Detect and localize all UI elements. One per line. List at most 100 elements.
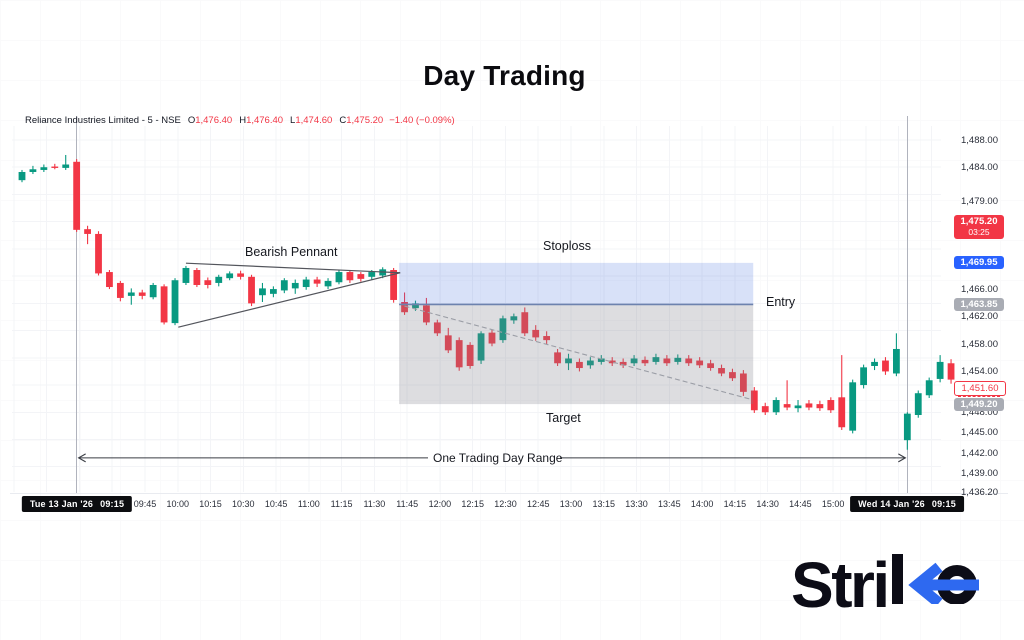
candle-up xyxy=(936,361,944,379)
target-label: Target xyxy=(546,411,581,425)
candle-up xyxy=(280,280,288,291)
candle-down xyxy=(761,406,769,413)
price-badge-value: 1,463.85 xyxy=(960,298,998,310)
candle-down xyxy=(641,359,649,364)
entry-label: Entry xyxy=(766,295,796,309)
candle-up xyxy=(652,357,660,362)
logo-e-crossbar xyxy=(914,579,979,591)
candle-down xyxy=(116,282,124,298)
price-tick-label: 1,484.00 xyxy=(961,161,998,173)
candle-up xyxy=(269,289,277,294)
price-tick-label: 1,479.00 xyxy=(961,195,998,207)
candle-up xyxy=(62,164,70,168)
candle-down xyxy=(827,400,835,411)
candle-up xyxy=(18,171,26,181)
strike-logo-ke-icon xyxy=(891,554,979,604)
low-label: L xyxy=(290,115,296,126)
session-time: 09:15 xyxy=(100,499,125,509)
candle-up xyxy=(586,360,594,366)
time-tick-label: 11:00 xyxy=(297,499,320,509)
price-tick-label: 1,439.00 xyxy=(961,468,998,480)
candle-up xyxy=(149,284,157,298)
time-tick-label: 14:15 xyxy=(723,499,747,509)
candle-up xyxy=(925,380,933,396)
price-badge-red: 1,475.20 03:25 xyxy=(954,215,1004,240)
candle-down xyxy=(696,360,704,366)
page-title: Day Trading xyxy=(423,60,586,91)
trend-dashed-line xyxy=(404,305,752,400)
time-tick-label: 09:45 xyxy=(133,499,157,509)
time-tick-label: 12:30 xyxy=(494,499,517,509)
candle-down xyxy=(947,363,955,380)
candle-up xyxy=(182,267,190,283)
candle-up xyxy=(860,367,868,386)
strike-logo: Stri xyxy=(791,553,987,617)
candle-up xyxy=(794,405,802,409)
candle-down xyxy=(401,302,408,313)
candle-down xyxy=(882,360,889,372)
candle-down xyxy=(554,352,561,364)
time-tick-label: 13:30 xyxy=(625,499,648,509)
candle-up xyxy=(630,358,638,364)
price-tick-label: 1,454.00 xyxy=(961,365,998,377)
target-zone xyxy=(399,304,754,405)
candle-up xyxy=(291,282,299,289)
candle-down xyxy=(423,305,430,323)
time-tick-label: 10:15 xyxy=(199,499,222,509)
pennant-lower-line xyxy=(178,272,401,328)
candle-down xyxy=(95,233,102,274)
candle-down xyxy=(805,403,813,408)
candle-up xyxy=(914,393,922,416)
candle-down xyxy=(444,335,452,351)
candle-down xyxy=(106,272,113,288)
countdown-timer: 03:25 xyxy=(968,227,990,238)
session-time: 09:15 xyxy=(931,499,956,509)
candle-up xyxy=(40,167,48,170)
stoploss-label: Stoploss xyxy=(543,239,591,253)
candle-down xyxy=(51,166,59,168)
candle-up xyxy=(302,279,310,288)
candle-down xyxy=(488,332,496,344)
bearish-pennant-label: Bearish Pennant xyxy=(245,245,338,259)
candle-down xyxy=(718,368,725,374)
price-badge-value: 1,451.60 xyxy=(961,383,999,395)
candle-up xyxy=(772,400,780,413)
time-tick-label: 12:45 xyxy=(526,499,550,509)
symbol-name: Reliance Industries Limited xyxy=(25,115,140,126)
price-badge-red-outline: 1,451.60 xyxy=(954,381,1006,397)
candle-down xyxy=(619,361,627,366)
candle-up xyxy=(477,333,485,361)
price-badge-gray: 1,449.20 xyxy=(954,397,1004,411)
candle-up xyxy=(597,358,605,362)
candle-down xyxy=(532,329,540,338)
candle-up xyxy=(674,357,682,362)
candle-up xyxy=(335,272,343,283)
candle-down xyxy=(739,373,747,392)
time-tick-label: 14:00 xyxy=(690,499,714,509)
candle-up xyxy=(871,361,878,366)
candle-up xyxy=(368,272,376,277)
candle-down xyxy=(685,358,693,364)
candle-down xyxy=(466,344,474,366)
candle-down xyxy=(455,340,463,368)
session-badge-tue: Tue 13 Jan '26 09:15 xyxy=(21,496,133,512)
close-label: C xyxy=(339,115,347,126)
candle-down xyxy=(543,336,551,341)
time-tick-label: 11:30 xyxy=(363,499,386,509)
candle-down xyxy=(357,274,365,279)
open-label: O xyxy=(187,115,196,126)
candle-down xyxy=(138,292,146,296)
candle-down xyxy=(838,397,846,428)
arrow-head-right-icon xyxy=(898,453,907,463)
candle-up xyxy=(903,413,911,441)
logo-k-chevron-icon xyxy=(908,562,943,604)
time-tick-label: 12:15 xyxy=(461,499,484,509)
marked-price-dashed-line xyxy=(958,396,1000,398)
day-range-label: One Trading Day Range xyxy=(433,451,563,465)
candle-down xyxy=(816,404,824,409)
arrow-head-left-icon xyxy=(77,453,86,463)
candle-up xyxy=(893,348,900,374)
candle-up xyxy=(127,292,135,296)
high-label: H xyxy=(239,115,247,126)
price-tick-label: 1,436.20 xyxy=(961,487,998,499)
